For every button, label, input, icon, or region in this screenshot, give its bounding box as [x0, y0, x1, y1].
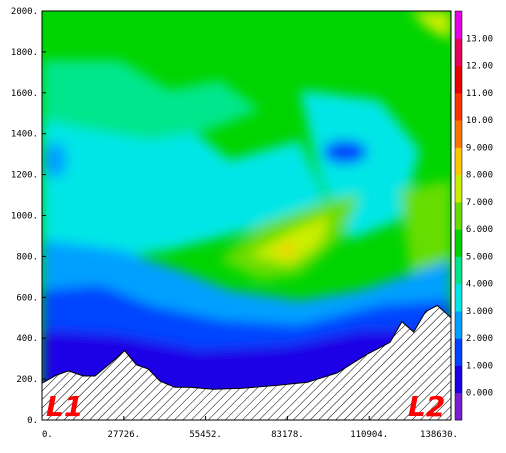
- colorbar-label: 4.000: [466, 280, 493, 290]
- field-top-corner: [410, 11, 451, 40]
- x-tick-label: 55452.: [189, 430, 222, 440]
- colorbar-swatch: [455, 392, 462, 421]
- corner-label-left: L1: [46, 390, 83, 423]
- colorbar-label: 9.000: [466, 143, 493, 153]
- colorbar-label: 7.000: [466, 198, 493, 208]
- y-tick-label: 600.: [16, 293, 38, 303]
- y-tick-label: 0.: [27, 416, 38, 426]
- colorbar-label: 6.000: [466, 225, 493, 235]
- colorbar-swatch: [455, 147, 462, 176]
- colorbar-swatch: [455, 120, 462, 148]
- colorbar-swatch: [455, 256, 462, 285]
- colorbar-swatch: [455, 365, 462, 394]
- y-tick-label: 1400.: [11, 130, 38, 140]
- y-tick-label: 1000.: [11, 212, 38, 222]
- x-tick-label: 110904.: [350, 430, 388, 440]
- colorbar-label: 2.000: [466, 334, 493, 344]
- y-tick-label: 200.: [16, 375, 38, 385]
- field-cyan-band: [42, 120, 330, 260]
- colorbar-swatch: [455, 310, 462, 339]
- corner-label-right: L2: [408, 390, 445, 423]
- x-tick-label: 138630.: [420, 430, 458, 440]
- colorbar-label: 13.00: [466, 34, 493, 44]
- colorbar-frame: [454, 10, 463, 421]
- colorbar-label: 10.00: [466, 116, 493, 126]
- colorbar-swatch: [455, 11, 462, 39]
- colorbar: 0.000 1.000 2.000 3.000 4.000 5.000 6.000 7.000…: [454, 10, 493, 421]
- field-ridge-core: [250, 215, 330, 265]
- colorbar-label: 11.00: [466, 89, 493, 99]
- field-right-green: [400, 180, 451, 280]
- y-tick-label: 1600.: [11, 89, 38, 99]
- y-tick-label: 2000.: [11, 7, 38, 17]
- colorbar-swatch: [455, 92, 462, 121]
- y-axis: 0. 200. 400. 600. 800. 1000. 1200. 1400. 1600. 18…: [11, 7, 46, 426]
- colorbar-swatch: [455, 201, 462, 230]
- contour-field: [42, 11, 451, 420]
- colorbar-swatch: [455, 38, 462, 67]
- y-tick-label: 1200.: [11, 171, 38, 181]
- colorbar-label: 8.000: [466, 171, 493, 181]
- colorbar-label: 1.000: [466, 361, 493, 371]
- y-tick-label: 400.: [16, 334, 38, 344]
- terrain-hatch: [41, 304, 452, 421]
- x-tick-label: 27726.: [108, 430, 141, 440]
- field-cyan-upper: [42, 60, 260, 140]
- field-blue-spot: [323, 140, 367, 164]
- colorbar-label: 5.000: [466, 252, 493, 262]
- colorbar-swatch: [455, 174, 462, 203]
- field-orange-spot: [279, 245, 295, 255]
- field-cyan-right: [300, 90, 420, 240]
- colorbar-label: 0.000: [466, 389, 493, 399]
- colorbar-swatch: [455, 229, 462, 257]
- y-tick-label: 1800.: [11, 48, 38, 58]
- colorbar-label: 12.00: [466, 62, 493, 72]
- colorbar-swatch: [455, 65, 462, 94]
- y-tick-label: 800.: [16, 252, 38, 262]
- field-left-blue: [43, 142, 67, 178]
- colorbar-swatch: [455, 283, 462, 312]
- colorbar-label: 3.000: [466, 307, 493, 317]
- x-tick-label: 83178.: [271, 430, 304, 440]
- x-axis: 0. 27726. 55452. 83178. 110904. 138630.: [41, 416, 458, 440]
- colorbar-swatch: [455, 338, 462, 366]
- x-tick-label: 0.: [42, 430, 53, 440]
